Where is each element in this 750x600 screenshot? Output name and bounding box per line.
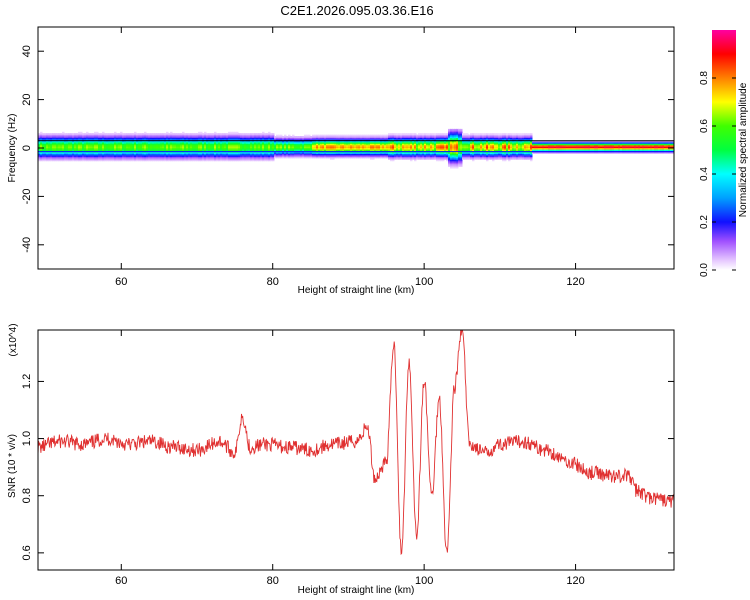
spectrogram-y-tick-label: -40 (21, 237, 33, 253)
snr-y-tick-label: 1.2 (21, 374, 33, 389)
snr-x-ticks: 60 80 100 120 (115, 330, 585, 587)
colorbar-tick-label: 0.4 (699, 167, 710, 181)
colorbar-ticks: 0.0 0.2 0.4 0.6 0.8 (699, 71, 736, 277)
spectrogram-x-axis-label: Height of straight line (km) (298, 285, 415, 296)
snr-x-tick-label: 60 (115, 575, 127, 587)
spectrogram-y-axis-label: Frequency (Hz) (7, 114, 18, 183)
figure-title: C2E1.2026.095.03.36.E16 (280, 3, 433, 18)
colorbar-tick-label: 0.0 (699, 263, 710, 277)
spectrogram-panel: 60 80 100 120 -40 -20 0 20 40 Height of straigh… (7, 26, 675, 296)
snr-x-tick-label: 80 (267, 575, 279, 587)
snr-x-axis-label: Height of straight line (km) (298, 585, 415, 596)
colorbar-tick-label: 0.6 (699, 119, 710, 133)
colorbar-tick-label: 0.8 (699, 71, 710, 85)
spectrogram-y-tick-label: -20 (21, 188, 33, 204)
snr-panel: 60 80 100 120 0.6 0.8 1.0 1.2 Height of straig… (7, 323, 675, 596)
spectrogram-y-tick-label: 0 (21, 145, 33, 151)
colorbar-gradient (712, 30, 736, 270)
spectrogram-x-tick-label: 60 (115, 276, 127, 288)
snr-y-tick-label: 0.8 (21, 488, 33, 503)
snr-x-tick-label: 100 (415, 575, 433, 587)
snr-y-tick-label: 1.0 (21, 431, 33, 446)
colorbar-label: Normalized spectral amplitude (738, 82, 749, 217)
spectrogram-y-ticks: -40 -20 0 20 40 (21, 45, 674, 253)
spectrogram-y-tick-label: 20 (21, 93, 33, 105)
snr-x-tick-label: 120 (566, 575, 584, 587)
spectrogram-x-tick-label: 100 (415, 276, 433, 288)
spectrogram-x-ticks: 60 80 100 120 (115, 27, 585, 288)
colorbar-tick-label: 0.2 (699, 215, 710, 229)
colorbar: 0.0 0.2 0.4 0.6 0.8 Normalized spectral ampl… (699, 30, 749, 277)
spectrogram-band (38, 128, 675, 169)
snr-y-axis-label: SNR (10 * v/v) (7, 434, 18, 498)
snr-series-line (37, 329, 675, 556)
spectrogram-x-tick-label: 120 (566, 276, 584, 288)
snr-frame (37, 329, 675, 571)
snr-y-ticks: 0.6 0.8 1.0 1.2 (21, 374, 674, 561)
snr-y-scale-label: (x10^4) (8, 323, 19, 356)
spectrogram-x-tick-label: 80 (267, 276, 279, 288)
spectrogram-y-tick-label: 40 (21, 45, 33, 57)
snr-y-tick-label: 0.6 (21, 545, 33, 560)
